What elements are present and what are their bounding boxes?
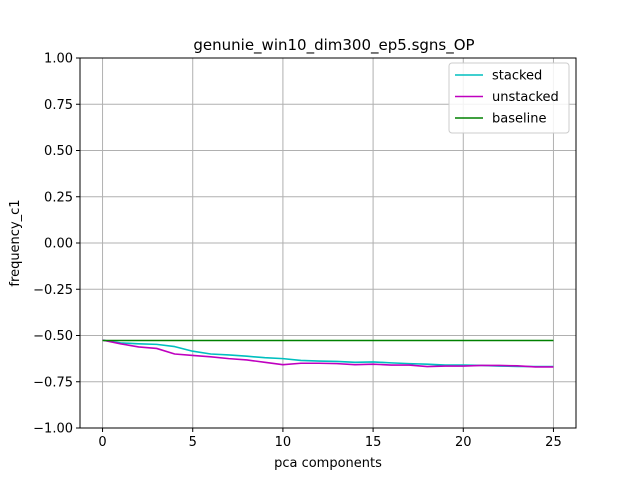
legend-label-stacked: stacked [492,69,542,84]
x-tick-label: 25 [545,435,562,450]
y-tick-label: 0.25 [44,190,73,205]
chart-title: genunie_win10_dim300_ep5.sgns_OP [193,36,474,55]
x-tick-label: 15 [365,435,382,450]
y-tick-label: −0.50 [33,329,73,344]
y-tick-label: 0.75 [44,98,73,113]
y-tick-label: 0.00 [44,237,73,252]
x-axis-label: pca components [274,456,382,471]
y-tick-label: −0.75 [33,375,73,390]
series-lines [102,339,554,368]
series-line-unstacked [102,339,554,368]
legend-label-baseline: baseline [492,112,546,127]
legend-box [448,62,570,134]
y-tick-label: −0.25 [33,283,73,298]
y-tick-label: −1.00 [33,422,73,437]
ticks: 0 5 10 15 20 25 −1.00 −0.75 −0.50 −0.25 0.00 0.25 0.… [33,52,562,451]
x-tick-label: 0 [98,435,106,450]
x-tick-label: 20 [455,435,472,450]
legend-label-unstacked: unstacked [492,90,559,105]
y-tick-label: 0.50 [44,144,73,159]
x-tick-label: 10 [275,435,292,450]
legend: stacked unstacked baseline [448,62,570,134]
y-tick-label: 1.00 [44,52,73,67]
x-tick-label: 5 [189,435,197,450]
y-axis-label: frequency_c1 [8,199,23,286]
